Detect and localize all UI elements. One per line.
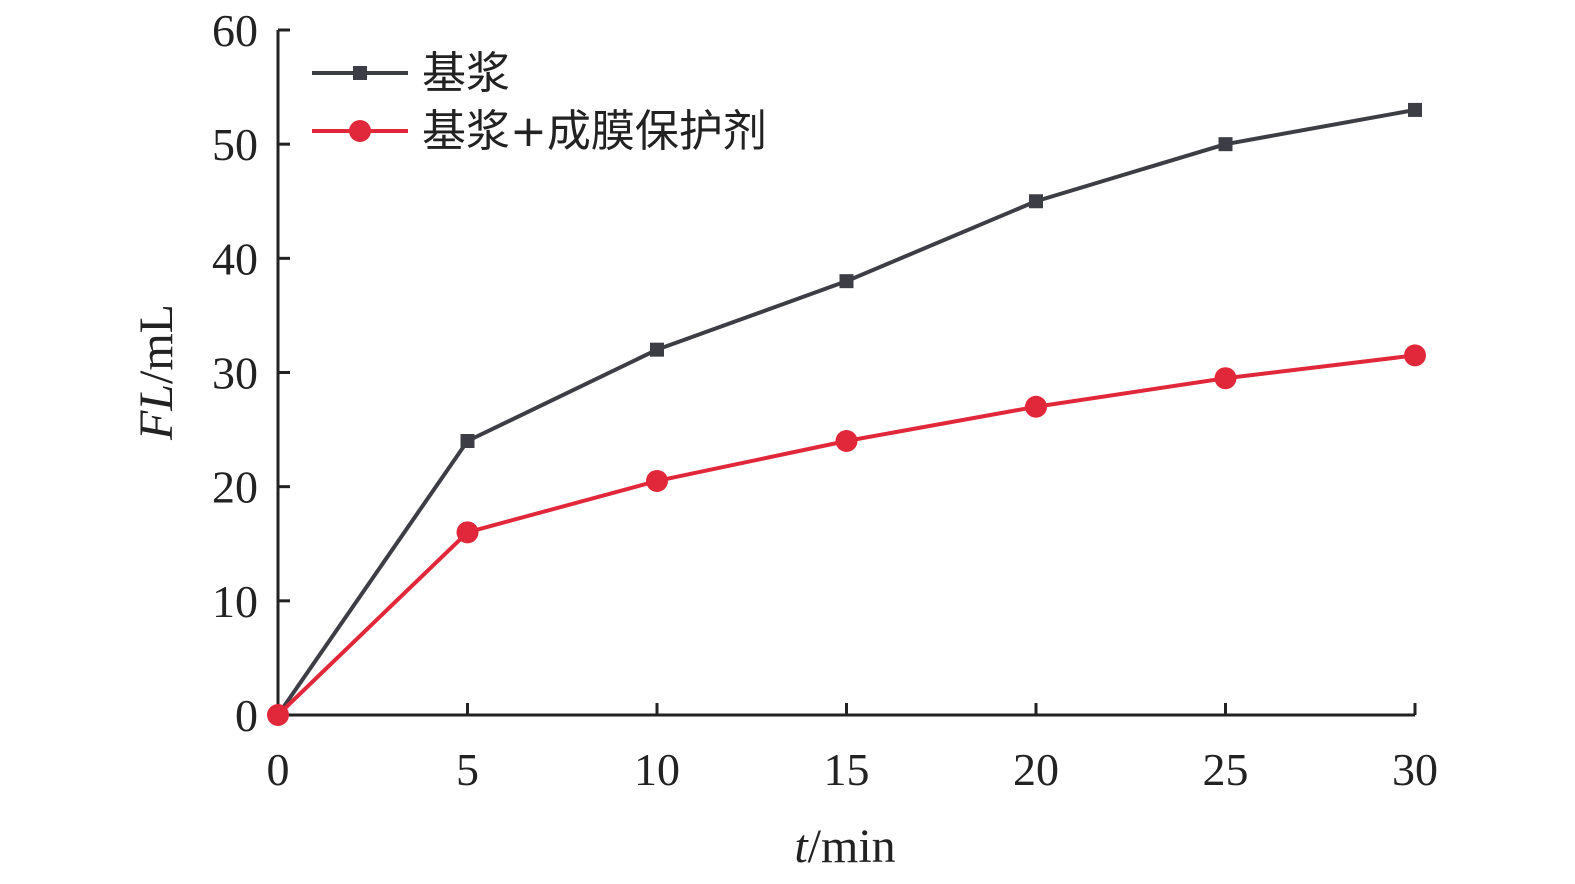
series-group (267, 102, 1426, 726)
series-2-point (267, 704, 289, 726)
y-tick-label: 60 (212, 5, 258, 56)
legend-marker-circle (349, 120, 371, 142)
series-1-point (1029, 194, 1043, 209)
x-axis-title: t/min (794, 820, 895, 873)
y-tick-label: 50 (212, 119, 258, 170)
series-1-point (460, 434, 475, 448)
series-1-point (1218, 137, 1233, 152)
y-tick-label: 20 (212, 462, 258, 513)
x-tick-label: 15 (824, 744, 870, 795)
series-1-point (650, 342, 664, 357)
series-line-1 (276, 107, 1416, 717)
y-axis-title: FL/mL (130, 304, 183, 441)
series-1-point (1408, 102, 1422, 117)
series-1-point (839, 274, 854, 289)
x-tick-label: 30 (1392, 744, 1438, 795)
series-line-2 (276, 353, 1416, 717)
y-tick-label: 0 (235, 690, 258, 741)
y-tick-label: 30 (212, 348, 258, 399)
x-tick-label: 20 (1013, 744, 1059, 795)
series-2-point (646, 469, 668, 492)
legend-label-2: 基浆+成膜保护剂 (422, 106, 767, 157)
x-axis-variable: t (794, 820, 809, 873)
y-axis-variable: FL (130, 384, 183, 441)
y-axis-unit: /mL (130, 304, 183, 384)
y-tick-label: 40 (212, 233, 258, 284)
legend-label-1: 基浆 (422, 48, 510, 99)
x-tick-label: 0 (267, 744, 290, 795)
x-tick-label: 10 (634, 744, 680, 795)
series-2-point (835, 430, 858, 452)
y-tick-label: 10 (212, 576, 258, 627)
series-2-point (1404, 344, 1426, 367)
x-axis-unit: /min (808, 820, 896, 873)
series-2-point (456, 521, 479, 544)
x-tick-label: 25 (1203, 744, 1249, 795)
x-tick-label: 5 (456, 744, 479, 795)
series-2-point (1214, 367, 1237, 390)
series-2-point (1025, 395, 1047, 418)
axes: 0 5 10 15 20 25 30 0 10 20 30 40 50 60 (212, 5, 1438, 795)
legend-marker-square (353, 66, 367, 80)
